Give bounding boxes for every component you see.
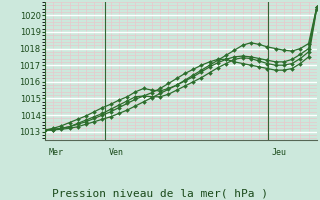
Text: Mer: Mer bbox=[49, 148, 64, 157]
Text: Jeu: Jeu bbox=[272, 148, 287, 157]
Text: Ven: Ven bbox=[108, 148, 124, 157]
Text: Pression niveau de la mer( hPa ): Pression niveau de la mer( hPa ) bbox=[52, 188, 268, 198]
